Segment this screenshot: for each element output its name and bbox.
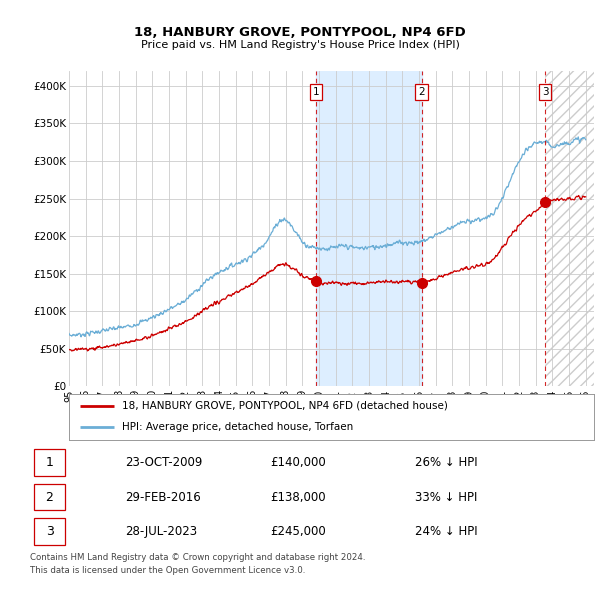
Text: 1: 1 — [46, 456, 53, 469]
Text: Contains HM Land Registry data © Crown copyright and database right 2024.
This d: Contains HM Land Registry data © Crown c… — [30, 553, 365, 575]
Text: 3: 3 — [542, 87, 548, 97]
Text: 26% ↓ HPI: 26% ↓ HPI — [415, 456, 478, 469]
Text: Price paid vs. HM Land Registry's House Price Index (HPI): Price paid vs. HM Land Registry's House … — [140, 41, 460, 50]
Text: £140,000: £140,000 — [270, 456, 326, 469]
Bar — [545, 71, 594, 386]
FancyBboxPatch shape — [34, 518, 65, 545]
Text: 18, HANBURY GROVE, PONTYPOOL, NP4 6FD: 18, HANBURY GROVE, PONTYPOOL, NP4 6FD — [134, 26, 466, 39]
Text: 18, HANBURY GROVE, PONTYPOOL, NP4 6FD (detached house): 18, HANBURY GROVE, PONTYPOOL, NP4 6FD (d… — [121, 401, 448, 411]
Text: 1: 1 — [313, 87, 319, 97]
Text: 24% ↓ HPI: 24% ↓ HPI — [415, 525, 478, 538]
Text: 28-JUL-2023: 28-JUL-2023 — [125, 525, 197, 538]
Text: £245,000: £245,000 — [270, 525, 326, 538]
Bar — [316, 71, 422, 386]
Text: 2: 2 — [418, 87, 425, 97]
Text: 3: 3 — [46, 525, 53, 538]
Text: £138,000: £138,000 — [270, 490, 326, 504]
Text: 33% ↓ HPI: 33% ↓ HPI — [415, 490, 478, 504]
FancyBboxPatch shape — [34, 484, 65, 510]
Text: 29-FEB-2016: 29-FEB-2016 — [125, 490, 200, 504]
Text: 23-OCT-2009: 23-OCT-2009 — [125, 456, 202, 469]
Text: HPI: Average price, detached house, Torfaen: HPI: Average price, detached house, Torf… — [121, 422, 353, 432]
Bar — [545, 71, 594, 386]
Text: 2: 2 — [46, 490, 53, 504]
FancyBboxPatch shape — [34, 449, 65, 476]
